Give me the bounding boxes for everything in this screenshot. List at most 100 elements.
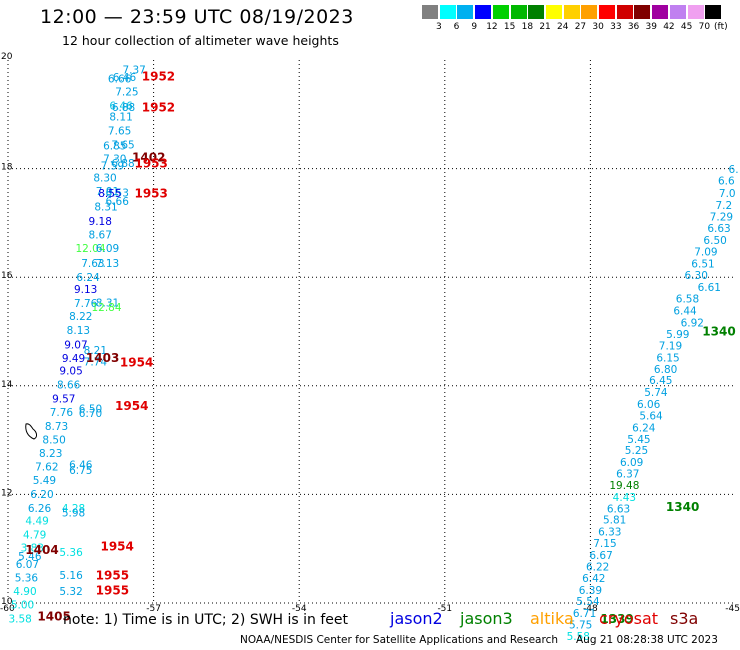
color-scale-swatch (563, 5, 580, 19)
wave-height-value: 6.67 (589, 550, 612, 562)
satellite-legend-s3a: s3a (670, 609, 699, 628)
color-scale-label: 24 (557, 22, 569, 32)
wave-height-value: 5.49 (33, 475, 56, 487)
wave-height-value: 6.45 (649, 375, 672, 387)
units-note: note: 1) Time is in UTC; 2) SWH is in fe… (63, 612, 349, 628)
wave-height-value: 8.21 (84, 345, 107, 357)
pass-time-label: 1953 (134, 186, 167, 200)
pass-time-label: 1952 (142, 70, 175, 84)
wave-height-value: 6.46 (113, 72, 137, 84)
wave-height-value: 7.65 (108, 125, 131, 137)
wave-height-value: 6.50 (703, 235, 726, 247)
wave-height-value: 6.88 (111, 158, 134, 170)
wave-height-value: 5.75 (569, 620, 592, 632)
satellite-legend-altika: altika (530, 609, 574, 628)
color-scale-swatch (492, 5, 509, 19)
longitude-label: -54 (292, 604, 307, 614)
island-shape (25, 423, 37, 440)
pass-time-label: 1954 (100, 539, 133, 553)
color-scale-label: 70 (698, 22, 711, 32)
pass-time-label: 1403 (86, 351, 119, 365)
wave-height-value: 4.43 (613, 492, 636, 504)
wave-height-value: 7.62 (35, 462, 58, 474)
wave-height-value: 6.42 (582, 573, 605, 585)
color-scale-label: 36 (627, 22, 640, 32)
wave-height-value: 5.00 (11, 599, 34, 611)
wave-height-value: 4.79 (23, 529, 46, 541)
latitude-label: 20 (1, 52, 13, 62)
wave-height-value: 8.13 (67, 325, 90, 337)
wave-height-value: 12.04 (75, 243, 105, 255)
wave-height-value: 8.11 (109, 111, 132, 123)
wave-height-value: 7.65 (111, 140, 134, 152)
latitude-label: 14 (1, 380, 13, 390)
color-scale-swatch (545, 5, 562, 19)
longitude-label: -45 (725, 604, 740, 614)
color-scale-label: 30 (592, 22, 604, 32)
wave-height-value: 6.09 (620, 457, 643, 469)
wave-height-value: 5.81 (603, 515, 626, 527)
wave-height-value: 7.13 (96, 258, 119, 270)
wave-height-value: 19.48 (609, 480, 639, 492)
wave-height-value: 6.85 (103, 141, 126, 153)
satellite-legend-jason3: jason3 (460, 609, 513, 628)
wave-height-value: 6.26 (28, 503, 52, 515)
color-scale-label: 3 (435, 22, 442, 32)
latitude-label: 18 (1, 163, 13, 173)
wave-height-value: 6.33 (598, 527, 621, 539)
wave-height-value: 6.24 (632, 422, 656, 434)
wave-height-value: 6.46 (69, 459, 93, 471)
footer-credit: NOAA/NESDIS Center for Satellite Applica… (240, 634, 718, 646)
color-scale-swatch (599, 5, 615, 19)
color-scale-label: 45 (680, 22, 693, 32)
generated-timestamp: Aug 21 08:28:38 UTC 2023 (576, 634, 718, 646)
color-scale-label: 39 (645, 22, 657, 32)
wave-height-value: 6.50 (79, 403, 102, 415)
color-scale-swatch (528, 5, 545, 19)
credit-text: NOAA/NESDIS Center for Satellite Applica… (240, 634, 558, 646)
wave-height-value: 8.22 (69, 311, 92, 323)
color-scale-label: 15 (503, 22, 516, 32)
color-scale-label: 42 (663, 22, 675, 32)
color-scale-label: 9 (471, 22, 478, 32)
color-scale-label: 21 (539, 22, 551, 32)
wave-height-value: 7.0 (719, 188, 736, 200)
pass-time-label: 1953 (134, 157, 167, 171)
wave-height-value: 8.55 (98, 188, 121, 200)
color-scale-label: 6 (453, 22, 460, 32)
wave-height-value: 9.13 (74, 284, 97, 296)
wave-height-value: 7.30 (103, 154, 126, 166)
wave-height-value: 5.98 (62, 508, 85, 520)
wave-height-value: 6.88 (112, 102, 135, 114)
pass-time-label: 1404 (25, 543, 58, 557)
pass-time-label: 1954 (120, 355, 153, 369)
color-scale-swatch (510, 5, 527, 19)
color-scale-label: 18 (521, 22, 534, 32)
wave-height-value: 6.30 (685, 270, 708, 282)
wave-height-value: 5.45 (627, 434, 650, 446)
longitude-label: -51 (437, 604, 452, 614)
color-scale-swatch (687, 5, 704, 19)
map-grid: -60 -57 -54 -51 -48 -45 20 18 16 14 12 10 (0, 52, 740, 614)
color-scale-swatch (669, 5, 686, 19)
pass-time-label: 1952 (142, 101, 175, 115)
longitude-label: -48 (583, 604, 598, 614)
wave-height-value: 6.20 (30, 489, 53, 501)
wave-height-value: 5.36 (15, 572, 39, 584)
wave-height-value: 8.66 (57, 380, 81, 392)
wave-height-value: 6.22 (586, 561, 609, 573)
wave-height-value: 5.32 (59, 586, 82, 598)
color-scale-swatch (652, 5, 669, 19)
wave-height-value: 5.46 (18, 551, 42, 563)
pass-time-label: 1339 (600, 612, 633, 626)
wave-height-value: 8.31 (94, 201, 117, 213)
color-scale-swatch (616, 5, 633, 19)
color-scale-swatch (705, 5, 722, 19)
wave-height-value: 6.44 (673, 306, 697, 318)
wave-height-value: 6.61 (698, 282, 721, 294)
wave-height-value: 3.58 (8, 614, 31, 626)
wave-height-value: 5.54 (576, 596, 600, 608)
wave-height-value: 6. (729, 164, 739, 176)
wave-height-value: 7.15 (593, 538, 616, 550)
